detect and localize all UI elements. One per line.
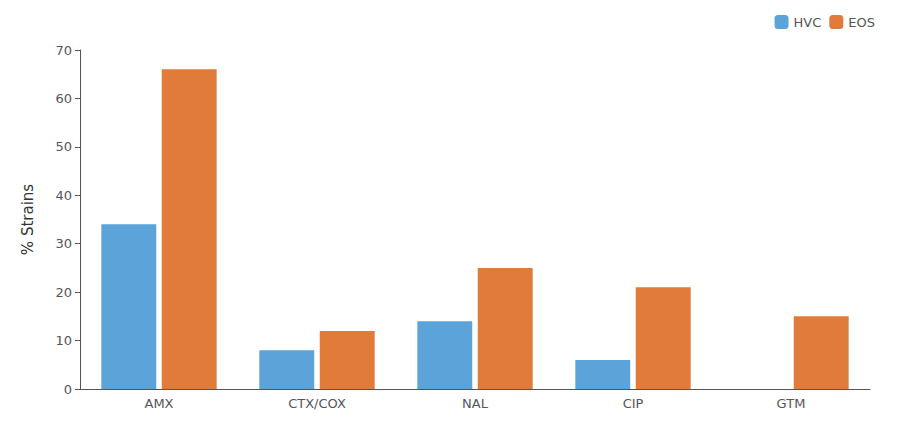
svg-text:% Strains: % Strains (19, 184, 37, 255)
svg-text:30: 30 (55, 236, 72, 251)
svg-text:HVC: HVC (794, 15, 822, 30)
svg-text:10: 10 (55, 333, 72, 348)
svg-text:40: 40 (55, 188, 72, 203)
svg-text:CTX/COX: CTX/COX (288, 396, 346, 411)
svg-text:GTM: GTM (777, 396, 806, 411)
svg-text:AMX: AMX (144, 396, 173, 411)
svg-text:70: 70 (55, 43, 72, 58)
svg-text:0: 0 (64, 382, 72, 397)
svg-text:NAL: NAL (462, 396, 489, 411)
svg-text:50: 50 (55, 139, 72, 154)
svg-text:CIP: CIP (623, 396, 644, 411)
svg-text:EOS: EOS (848, 15, 875, 30)
svg-text:60: 60 (55, 91, 72, 106)
svg-text:20: 20 (55, 285, 72, 300)
